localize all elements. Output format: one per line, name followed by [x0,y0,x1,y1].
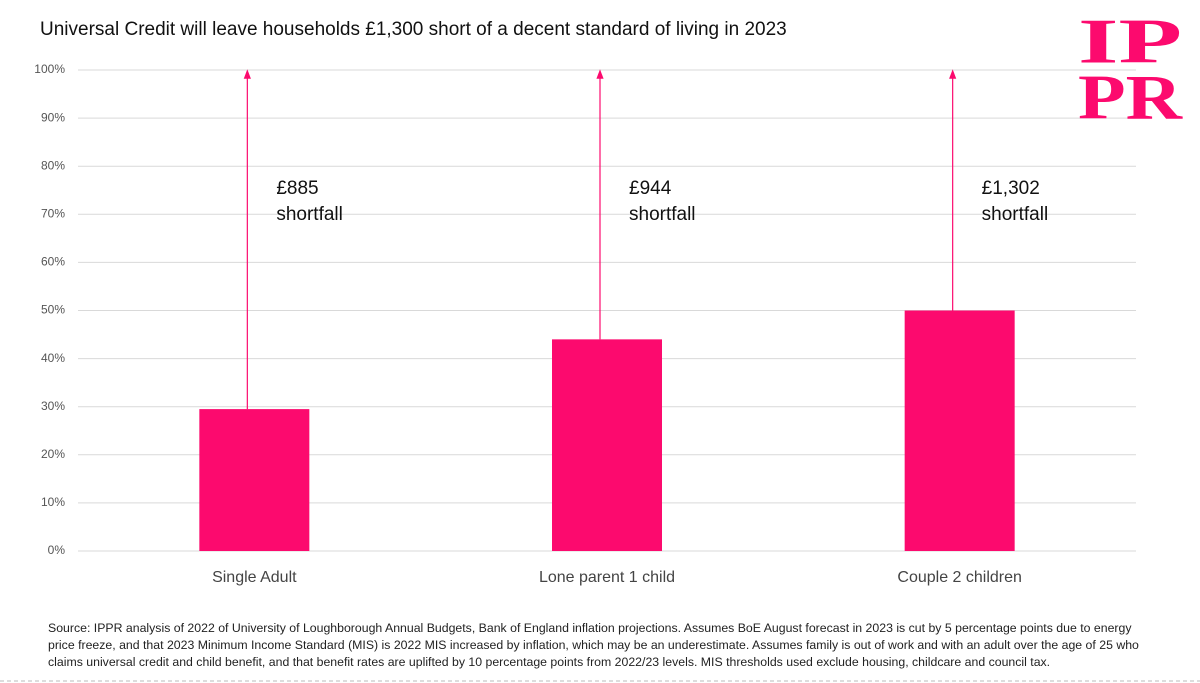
y-tick-label: 90% [41,110,65,124]
y-tick-label: 30% [41,399,65,413]
bar [199,409,310,551]
y-tick-label: 50% [41,303,65,317]
x-tick-label: Single Adult [212,569,297,586]
y-tick-label: 40% [41,351,65,365]
chart-title: Universal Credit will leave households £… [40,19,787,40]
y-tick-label: 80% [41,158,65,172]
y-tick-label: 100% [34,62,65,76]
annotation: £885 [276,178,318,199]
y-tick-label: 20% [41,447,65,461]
logo: PR [1078,62,1183,133]
y-tick-label: 70% [41,206,65,220]
annotation: shortfall [276,204,343,225]
logo: IP [1078,6,1182,77]
source-note: Source: IPPR analysis of 2022 of Univers… [48,621,1139,669]
annotation: shortfall [982,204,1049,225]
x-tick-label: Couple 2 children [897,569,1022,586]
x-tick-label: Lone parent 1 child [539,569,675,586]
y-tick-label: 10% [41,495,65,509]
bar [904,310,1015,551]
bar [552,339,662,551]
annotation: £1,302 [982,178,1040,199]
y-tick-label: 60% [41,255,65,269]
annotation: £944 [629,178,672,199]
y-tick-label: 0% [48,543,66,557]
annotation: shortfall [629,204,696,225]
